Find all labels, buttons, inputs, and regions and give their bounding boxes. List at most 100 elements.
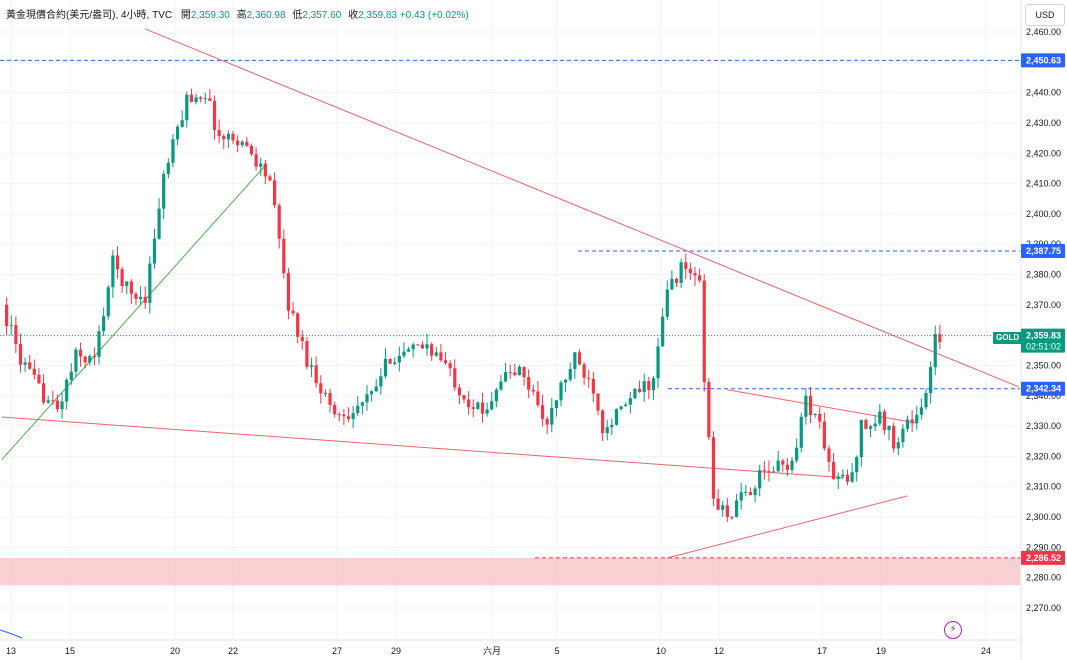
symbol-legend: 黃金現價合約(美元/盎司), 4小時, TVC 開2,359.30 高2,360… — [6, 6, 469, 21]
price-tick-label: 2,300.00 — [1026, 512, 1061, 522]
candle — [249, 143, 254, 157]
candle — [919, 398, 923, 420]
candle — [356, 396, 360, 416]
candle — [337, 412, 341, 422]
candle-body — [651, 378, 656, 390]
candle-body — [679, 262, 683, 283]
candle-body — [702, 280, 706, 383]
rising-support[interactable] — [1, 165, 266, 460]
low-label: 低 — [292, 10, 303, 21]
candle-body — [859, 419, 863, 458]
candle-body — [374, 386, 378, 392]
time-tick-label: 13 — [6, 646, 16, 656]
candle — [527, 369, 531, 399]
price-tick-label: 2,420.00 — [1026, 148, 1061, 158]
candle-body — [129, 281, 133, 294]
price-tick-label: 2,350.00 — [1026, 360, 1061, 370]
candle — [818, 406, 822, 429]
candle — [402, 342, 406, 359]
candle-body — [494, 389, 498, 402]
candle — [887, 425, 891, 441]
candle-body — [319, 383, 323, 394]
candle-body — [693, 273, 697, 276]
candle-body — [41, 383, 46, 403]
candle-body — [684, 262, 688, 269]
candle-body — [342, 414, 346, 417]
low-value: 2,357.60 — [302, 10, 342, 21]
currency-button[interactable]: USD — [1025, 4, 1065, 26]
price-tick-label: 2,410.00 — [1026, 179, 1061, 189]
partial-trendline[interactable] — [0, 629, 23, 639]
time-tick-label: 19 — [876, 646, 886, 656]
candle-body — [665, 289, 669, 317]
candle — [14, 316, 18, 353]
candle — [148, 256, 152, 314]
candle — [721, 500, 725, 517]
level-mid-label: 2,387.75 — [1026, 246, 1061, 256]
candle — [162, 170, 166, 220]
candle — [9, 315, 13, 336]
candle-body — [739, 492, 743, 501]
triangle-lower[interactable] — [667, 495, 908, 559]
level-high-label-bg — [1021, 53, 1065, 68]
candle-body — [915, 414, 919, 424]
candle — [684, 253, 688, 280]
time-tick-label: 17 — [817, 646, 827, 656]
candle-body — [476, 402, 480, 409]
candle-body — [425, 344, 429, 349]
candle-body — [203, 98, 207, 100]
candle — [739, 482, 743, 510]
lightning-icon[interactable]: ⚡ — [944, 621, 962, 639]
candle — [208, 89, 212, 102]
price-tick-label: 2,400.00 — [1026, 209, 1061, 219]
candle — [106, 285, 110, 320]
descending-resistance[interactable] — [145, 28, 1019, 388]
candle — [896, 437, 900, 456]
candle — [661, 307, 665, 347]
candle-body — [152, 238, 157, 264]
close-value: 2,359.83 — [358, 10, 397, 21]
candle — [333, 401, 337, 418]
candle-body — [9, 325, 13, 327]
level-high-label: 2,450.63 — [1026, 55, 1061, 65]
candle — [125, 281, 129, 295]
candle-body — [813, 413, 817, 415]
candle — [554, 399, 558, 417]
candle-body — [661, 316, 665, 347]
candles — [5, 88, 942, 522]
price-axis[interactable]: 2,460.002,450.002,440.002,430.002,420.00… — [1020, 0, 1065, 660]
candle-body — [18, 344, 23, 365]
candle-body — [873, 423, 877, 427]
candle — [845, 469, 850, 486]
candle — [605, 419, 609, 441]
lower-trendline[interactable] — [1, 416, 843, 479]
candle-body — [845, 474, 850, 482]
candle — [929, 361, 933, 404]
candle — [753, 485, 757, 503]
candle — [282, 229, 286, 279]
price-tick-label: 2,310.00 — [1026, 482, 1061, 492]
candle-body — [143, 296, 147, 303]
time-axis[interactable]: 13 15 20 22 27 29 六月 5 10 12 17 19 24 — [0, 639, 1020, 656]
candle-body — [721, 505, 725, 510]
candle — [744, 484, 748, 497]
candle — [674, 277, 679, 287]
candle-body — [97, 331, 101, 357]
candle-body — [69, 371, 73, 380]
candle-body — [346, 416, 351, 419]
candle — [37, 367, 41, 385]
candle-body — [758, 470, 762, 489]
candle — [157, 198, 161, 240]
candle-body — [439, 352, 443, 361]
candle-body — [531, 389, 535, 392]
candle — [776, 450, 780, 472]
candle — [628, 391, 632, 414]
candle-body — [781, 460, 785, 465]
candle — [305, 337, 309, 370]
candle — [143, 286, 147, 309]
candle — [933, 325, 937, 376]
candle — [476, 401, 480, 410]
candle-body — [337, 414, 341, 416]
candle — [439, 344, 443, 363]
